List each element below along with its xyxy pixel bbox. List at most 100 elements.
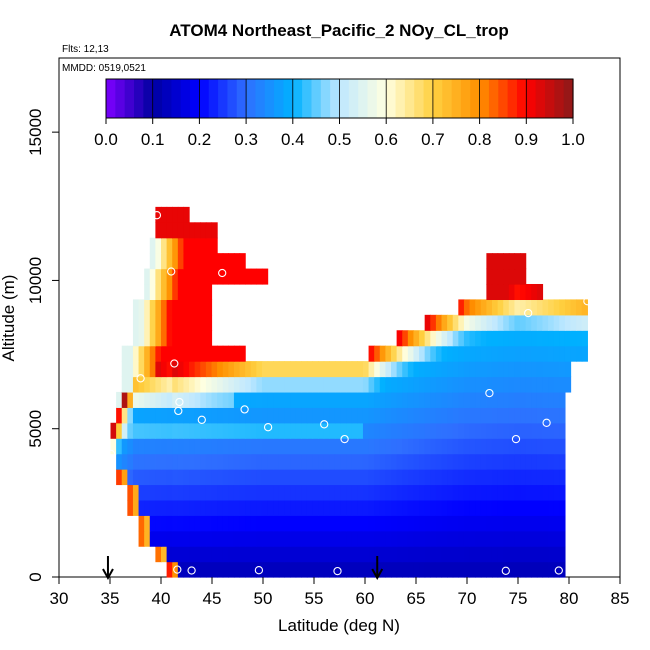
heatmap-cell [441,391,448,408]
heatmap-cell [250,391,257,408]
heatmap-cell [536,546,544,563]
heatmap-cell [132,469,140,486]
heatmap-cell [531,515,538,532]
heatmap-cell [508,314,516,331]
heatmap-cell [189,283,196,301]
heatmap-cell [447,484,454,501]
heatmap-cell [531,561,538,578]
heatmap-cell [553,422,560,439]
heatmap-cell [424,484,431,501]
heatmap-cell [441,361,448,378]
heatmap-cell [430,561,437,578]
heatmap-cell [374,499,381,516]
heatmap-cell [407,453,415,470]
heatmap-cell [245,376,252,393]
heatmap-cell [200,453,207,470]
heatmap-cell [362,530,370,547]
heatmap-cell [508,453,516,470]
heatmap-cell [368,438,375,455]
heatmap-cell [424,330,431,347]
heatmap-cell [486,268,493,285]
heatmap-cell [183,376,190,393]
heatmap-cell [362,515,370,532]
heatmap-cell [211,546,218,563]
heatmap-cell [312,546,319,563]
heatmap-cell [267,546,274,563]
heatmap-cell [379,530,386,547]
heatmap-cell [458,361,465,378]
heatmap-cell [121,438,128,455]
heatmap-cell [368,530,375,547]
heatmap-cell [340,515,347,532]
heatmap-cell [284,407,291,424]
heatmap-cell [318,407,325,424]
heatmap-cell [559,345,566,362]
heatmap-cell [379,376,386,393]
heatmap-cell [183,361,190,378]
heatmap-cell [245,546,252,563]
heatmap-cell [520,268,527,285]
sample-point [170,359,179,368]
heatmap-cell [250,469,257,486]
heatmap-cell [391,376,398,393]
heatmap-cell [452,530,459,547]
heatmap-cell [211,422,218,439]
heatmap-cell [385,422,392,439]
colorbar-cell [218,79,229,118]
heatmap-cell [211,237,218,254]
heatmap-cell [155,376,162,393]
heatmap-cell [155,422,162,439]
heatmap-cell [172,299,179,316]
heatmap-cell [161,314,168,331]
heatmap-cell [205,561,213,578]
heatmap-cell [559,438,566,455]
heatmap-cell [374,469,381,486]
heatmap-cell [357,469,364,486]
heatmap-cell [559,484,566,501]
heatmap-cell [491,376,499,393]
heatmap-cell [172,391,179,408]
heatmap-cell [441,530,448,547]
heatmap-cell [166,253,173,270]
heatmap-cell [463,407,471,424]
heatmap-cell [194,391,201,408]
heatmap-cell [194,283,201,301]
heatmap-cell [211,453,218,470]
heatmap-cell [228,453,235,470]
heatmap-cell [536,407,544,424]
heatmap-cell [385,515,392,532]
heatmap-cell [435,484,443,501]
colorbar-cell [264,79,275,118]
heatmap-cell [149,453,156,470]
heatmap-cell [245,530,252,547]
heatmap-cell [379,499,386,516]
heatmap-cell [508,345,516,362]
heatmap-cell [402,438,409,455]
heatmap-cell [463,314,471,331]
heatmap-cell [334,438,342,455]
heatmap-cell [536,530,544,547]
heatmap-cell [312,499,319,516]
heatmap-cell [261,438,269,455]
heatmap-cell [177,330,185,347]
sample-point [240,405,249,414]
heatmap-cell [520,345,527,362]
colorbar-tick-label: 0.4 [281,130,305,149]
heatmap-cell [463,453,471,470]
heatmap-cell [222,469,229,486]
heatmap-cell [149,376,156,393]
heatmap-cell [228,546,235,563]
heatmap-cell [469,345,476,362]
heatmap-cell [346,484,353,501]
heatmap-cell [357,361,364,378]
heatmap-cell [177,206,185,223]
heatmap-cell [340,361,347,378]
heatmap-cell [301,438,308,455]
heatmap-cell [441,422,448,439]
heatmap-cell [435,469,443,486]
heatmap-cell [531,376,538,393]
arrow-head [102,568,114,581]
heatmap-cell [520,376,527,393]
heatmap-cell [256,546,263,563]
heatmap-cell [435,515,443,532]
